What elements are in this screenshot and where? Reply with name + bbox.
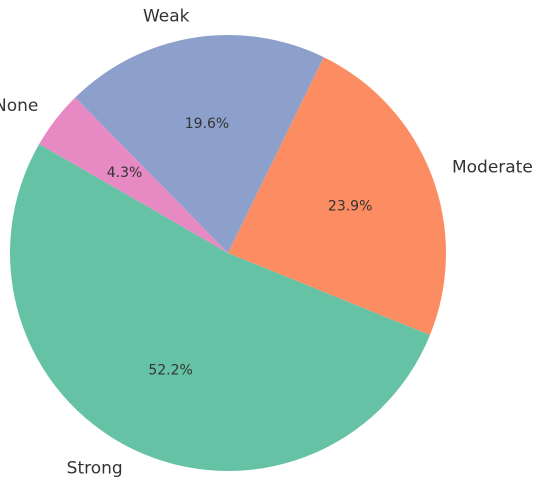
category-label-moderate: Moderate	[452, 157, 533, 177]
slice-moderate	[228, 57, 446, 335]
data-label-moderate: 23.9%	[328, 198, 372, 214]
pie-labels: 52.2% Strong 23.9% Moderate 19.6% Weak 4.3% Non…	[0, 6, 533, 478]
slice-strong	[9, 144, 431, 472]
category-label-weak: Weak	[143, 6, 190, 26]
data-label-strong: 52.2%	[148, 363, 192, 379]
pie-slices	[9, 35, 446, 472]
data-label-none: 4.3%	[107, 165, 143, 181]
slice-weak	[75, 35, 324, 253]
category-label-none: None	[0, 96, 38, 116]
data-label-weak: 19.6%	[185, 116, 229, 132]
category-label-strong: Strong	[67, 458, 123, 478]
slice-none	[39, 97, 229, 253]
